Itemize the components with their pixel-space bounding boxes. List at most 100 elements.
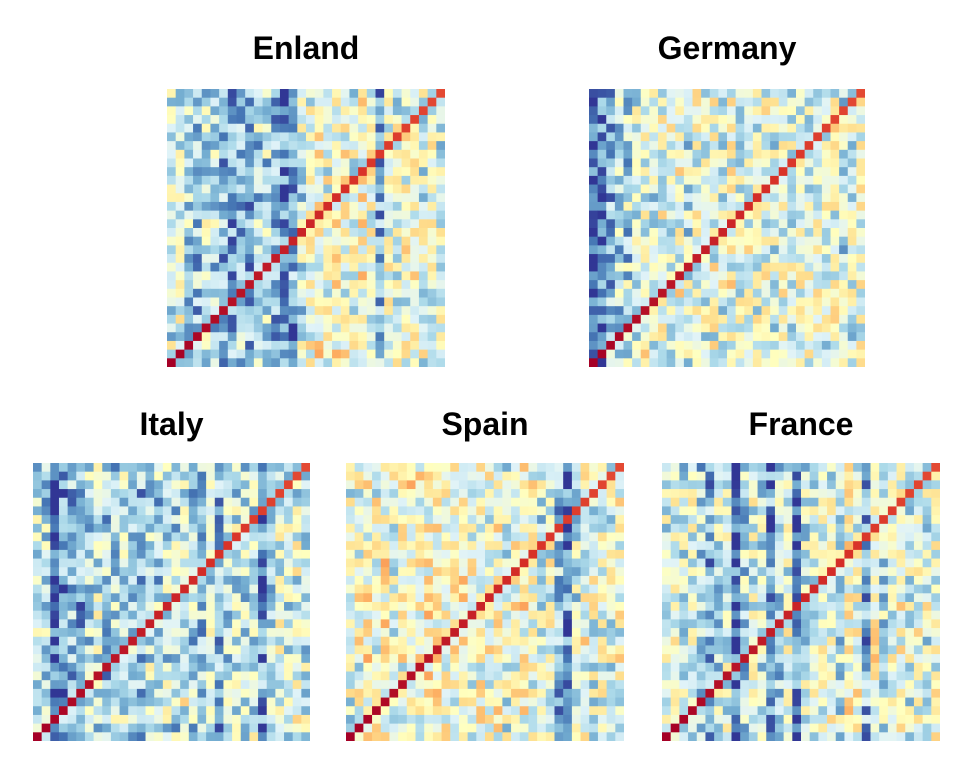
- heatmap-cell: [249, 471, 259, 481]
- heatmap-cell: [288, 245, 298, 255]
- heatmap-cell: [683, 175, 693, 185]
- heatmap-cell: [692, 219, 702, 229]
- heatmap-cell: [136, 680, 146, 690]
- heatmap-cell: [292, 662, 302, 672]
- heatmap-cell: [401, 340, 411, 351]
- heatmap-cell: [744, 184, 754, 194]
- heatmap-cell: [801, 584, 811, 594]
- heatmap-cell: [761, 254, 771, 264]
- diagonal-cell: [589, 489, 599, 499]
- heatmap-cell: [861, 567, 871, 577]
- diagonal-cell: [511, 567, 521, 577]
- heatmap-cell: [692, 288, 702, 298]
- heatmap-cell: [167, 167, 177, 177]
- heatmap-cell: [145, 463, 155, 473]
- heatmap-cell: [232, 506, 242, 516]
- heatmap-cell: [288, 314, 298, 324]
- heatmap-cell: [519, 489, 529, 499]
- diagonal-cell: [744, 201, 754, 212]
- heatmap-cell: [752, 236, 762, 246]
- heatmap-cell: [467, 628, 477, 638]
- heatmap-cell: [545, 697, 555, 707]
- heatmap-cell: [102, 671, 112, 681]
- heatmap-cell: [266, 714, 276, 725]
- heatmap-cell: [415, 714, 425, 725]
- heatmap-cell: [666, 245, 676, 255]
- heatmap-cell: [683, 280, 693, 290]
- heatmap-cell: [870, 532, 880, 542]
- heatmap-cell: [245, 340, 255, 351]
- heatmap-cell: [476, 489, 486, 499]
- heatmap-cell: [110, 619, 120, 629]
- heatmap-cell: [727, 288, 737, 298]
- heatmap-cell: [450, 593, 460, 603]
- heatmap-cell: [580, 654, 590, 664]
- heatmap-cell: [485, 506, 495, 516]
- heatmap-cell: [692, 149, 702, 159]
- heatmap-cell: [744, 236, 754, 246]
- heatmap-cell: [119, 471, 129, 481]
- heatmap-cell: [818, 541, 828, 551]
- heatmap-cell: [853, 619, 863, 629]
- heatmap-cell: [67, 602, 77, 612]
- heatmap-cell: [589, 245, 599, 255]
- heatmap-cell: [563, 541, 573, 551]
- heatmap-cell: [589, 141, 599, 151]
- heatmap-cell: [363, 628, 373, 638]
- heatmap-cell: [511, 688, 521, 698]
- heatmap-cell: [476, 706, 486, 716]
- heatmap-cell: [623, 201, 633, 212]
- heatmap-cell: [778, 123, 788, 133]
- heatmap-cell: [701, 288, 711, 298]
- heatmap-cell: [597, 115, 607, 125]
- heatmap-cell: [50, 471, 60, 481]
- heatmap-cell: [649, 271, 659, 281]
- heatmap-cell: [844, 541, 854, 551]
- heatmap-cell: [467, 619, 477, 629]
- heatmap-cell: [913, 506, 924, 516]
- heatmap-cell: [227, 236, 237, 246]
- diagonal-cell: [384, 141, 394, 151]
- diagonal-cell: [766, 628, 776, 638]
- heatmap-cell: [615, 662, 624, 672]
- heatmap-cell: [804, 193, 814, 203]
- heatmap-cell: [102, 497, 112, 507]
- heatmap-cell: [597, 619, 608, 629]
- heatmap-cell: [84, 602, 94, 612]
- heatmap-cell: [632, 280, 642, 290]
- heatmap-cell: [705, 480, 715, 490]
- heatmap-cell: [606, 654, 616, 664]
- heatmap-cell: [67, 671, 77, 681]
- heatmap-cell: [93, 515, 103, 525]
- heatmap-cell: [774, 523, 785, 533]
- heatmap-cell: [778, 184, 788, 194]
- heatmap-cell: [223, 506, 233, 516]
- heatmap-cell: [692, 228, 702, 238]
- heatmap-cell: [410, 123, 420, 133]
- heatmap-cell: [458, 602, 469, 612]
- heatmap-cell: [110, 584, 120, 594]
- heatmap-cell: [93, 610, 103, 620]
- heatmap-cell: [809, 610, 819, 620]
- heatmap-cell: [136, 558, 146, 568]
- heatmap-cell: [853, 489, 863, 499]
- heatmap-cell: [744, 297, 754, 307]
- heatmap-cell: [245, 271, 255, 281]
- heatmap-cell: [410, 89, 420, 99]
- heatmap-cell: [493, 567, 503, 577]
- heatmap-cell: [511, 714, 521, 725]
- heatmap-cell: [58, 575, 69, 586]
- heatmap-cell: [406, 662, 416, 672]
- heatmap-cell: [554, 619, 564, 629]
- heatmap-cell: [301, 645, 310, 655]
- heatmap-cell: [887, 619, 897, 629]
- heatmap-cell: [879, 593, 889, 603]
- heatmap-cell: [50, 489, 60, 499]
- heatmap-cell: [931, 584, 940, 594]
- heatmap-cell: [670, 523, 680, 533]
- heatmap-cell: [375, 175, 385, 185]
- heatmap-cell: [545, 714, 555, 725]
- heatmap-cell: [375, 167, 385, 177]
- heatmap-cell: [649, 89, 659, 99]
- diagonal-cell: [563, 515, 573, 525]
